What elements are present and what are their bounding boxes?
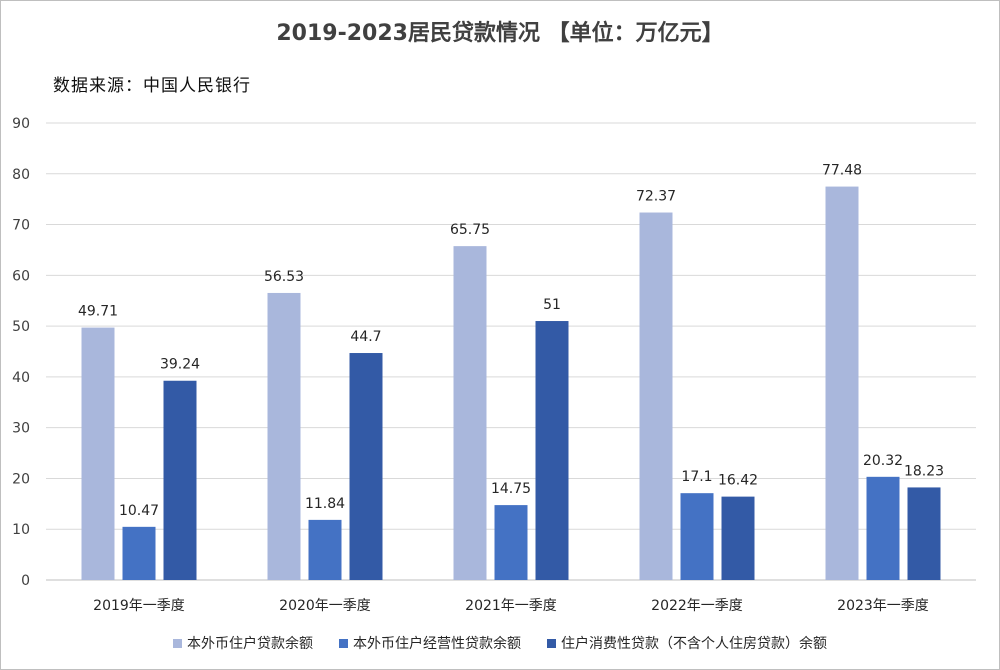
data-label: 17.1: [681, 469, 712, 485]
y-tick-label: 30: [12, 421, 30, 437]
y-tick-label: 90: [12, 116, 30, 132]
data-label: 16.42: [718, 473, 758, 489]
bar: [453, 246, 487, 580]
legend-item: 本外币住户贷款余额: [173, 633, 313, 653]
bar: [267, 292, 301, 580]
legend-item: 住户消费性贷款（不含个人住房贷款）余额: [547, 633, 827, 653]
y-tick-label: 50: [12, 319, 30, 335]
x-tick-label: 2020年一季度: [279, 598, 371, 614]
bar: [81, 327, 115, 580]
x-tick-label: 2019年一季度: [93, 598, 185, 614]
data-label: 51: [543, 297, 561, 313]
bar: [163, 380, 197, 580]
legend-label: 住户消费性贷款（不含个人住房贷款）余额: [561, 636, 827, 652]
plot-area: 0 10 20 30 40 50 60 70 80 90 49.71 10.47 39.24 2019年一…: [12, 116, 976, 614]
bar: [639, 212, 673, 580]
chart-title: 2019-2023居民贷款情况 【单位：万亿元】: [276, 21, 724, 46]
bar: [907, 487, 941, 580]
y-tick-label: 40: [12, 370, 30, 386]
y-tick-label: 70: [12, 218, 30, 234]
x-tick-label: 2021年一季度: [465, 598, 557, 614]
legend-swatch: [339, 638, 348, 648]
bar: [721, 496, 755, 580]
bar: [122, 526, 156, 580]
data-label: 10.47: [119, 503, 159, 519]
data-label: 77.48: [822, 163, 862, 179]
legend-label: 本外币住户经营性贷款余额: [353, 636, 521, 652]
y-tick-label: 20: [12, 471, 30, 487]
legend-item: 本外币住户经营性贷款余额: [339, 633, 521, 653]
legend-label: 本外币住户贷款余额: [187, 636, 313, 652]
data-label: 56.53: [264, 269, 304, 285]
data-label: 49.71: [78, 304, 118, 320]
bar: [680, 493, 714, 580]
bar: [308, 519, 342, 580]
data-label: 11.84: [305, 496, 345, 512]
y-tick-label: 80: [12, 167, 30, 183]
legend: 本外币住户贷款余额 本外币住户经营性贷款余额 住户消费性贷款（不含个人住房贷款）余额: [1, 633, 999, 653]
x-tick-label: 2023年一季度: [837, 598, 929, 614]
y-tick-label: 10: [12, 522, 30, 538]
bar: [866, 476, 900, 580]
data-label: 14.75: [491, 481, 531, 497]
bar: [535, 321, 569, 580]
data-label: 44.7: [350, 329, 381, 345]
data-label: 72.37: [636, 189, 676, 205]
bar: [349, 353, 383, 580]
x-tick-label: 2022年一季度: [651, 598, 743, 614]
data-label: 18.23: [904, 463, 944, 479]
data-label: 65.75: [450, 222, 490, 238]
bar: [825, 186, 859, 580]
y-tick-label: 60: [12, 268, 30, 284]
legend-swatch: [547, 638, 556, 648]
data-label: 39.24: [160, 357, 200, 373]
legend-swatch: [173, 638, 182, 648]
data-label: 20.32: [863, 453, 903, 469]
bar: [494, 505, 528, 580]
source-note: 数据来源：中国人民银行: [53, 76, 251, 96]
y-tick-label: 0: [21, 573, 30, 589]
